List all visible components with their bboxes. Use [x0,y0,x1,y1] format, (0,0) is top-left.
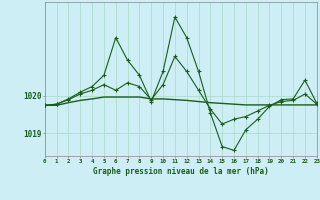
X-axis label: Graphe pression niveau de la mer (hPa): Graphe pression niveau de la mer (hPa) [93,167,269,176]
